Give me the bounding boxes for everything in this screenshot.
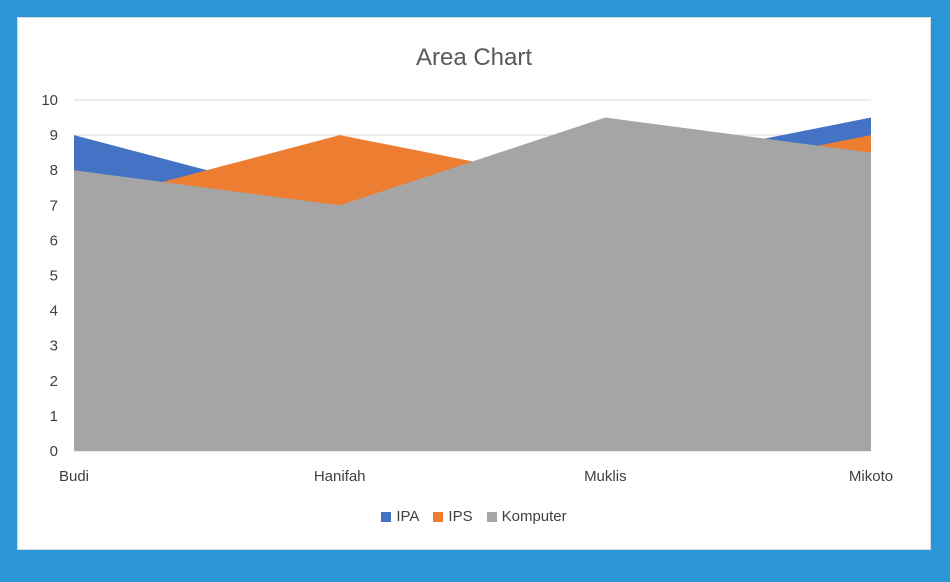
series-area-komputer — [74, 117, 871, 452]
y-tick-label: 5 — [50, 268, 58, 285]
y-tick-label: 3 — [50, 338, 58, 355]
legend: IPA IPS Komputer — [18, 508, 930, 525]
legend-label: Komputer — [501, 508, 567, 525]
legend-item: IPS — [433, 508, 473, 525]
series-areas — [74, 117, 871, 452]
legend-swatch — [486, 511, 497, 522]
plot-area: 0 1 2 3 4 5 6 7 8 9 10 Budi Hanifah Muklis Mikoto — [41, 92, 893, 485]
legend-label: IPS — [448, 508, 473, 525]
y-tick-label: 9 — [50, 127, 58, 144]
legend-label: IPA — [396, 508, 420, 525]
y-axis-ticks: 0 1 2 3 4 5 6 7 8 9 10 — [41, 92, 58, 460]
x-axis-ticks: Budi Hanifah Muklis Mikoto — [59, 468, 893, 485]
y-tick-label: 1 — [50, 408, 58, 425]
y-tick-label: 7 — [50, 197, 58, 214]
y-tick-label: 2 — [50, 373, 58, 390]
y-tick-label: 0 — [50, 443, 58, 460]
y-tick-label: 4 — [50, 303, 58, 320]
x-tick-label: Mikoto — [849, 468, 893, 485]
legend-swatch — [433, 511, 444, 522]
chart-panel: Area Chart 0 1 2 3 4 5 6 7 8 9 10 Budi Hanifah Mukli… — [17, 17, 931, 550]
legend-item: Komputer — [486, 508, 567, 525]
legend-swatch — [381, 511, 392, 522]
legend-item: IPA — [381, 508, 419, 525]
y-tick-label: 10 — [41, 92, 58, 109]
x-tick-label: Hanifah — [314, 468, 366, 485]
x-tick-label: Muklis — [584, 468, 627, 485]
chart-title: Area Chart — [415, 44, 533, 71]
x-tick-label: Budi — [59, 468, 89, 485]
y-tick-label: 8 — [50, 162, 58, 179]
y-tick-label: 6 — [50, 232, 58, 249]
